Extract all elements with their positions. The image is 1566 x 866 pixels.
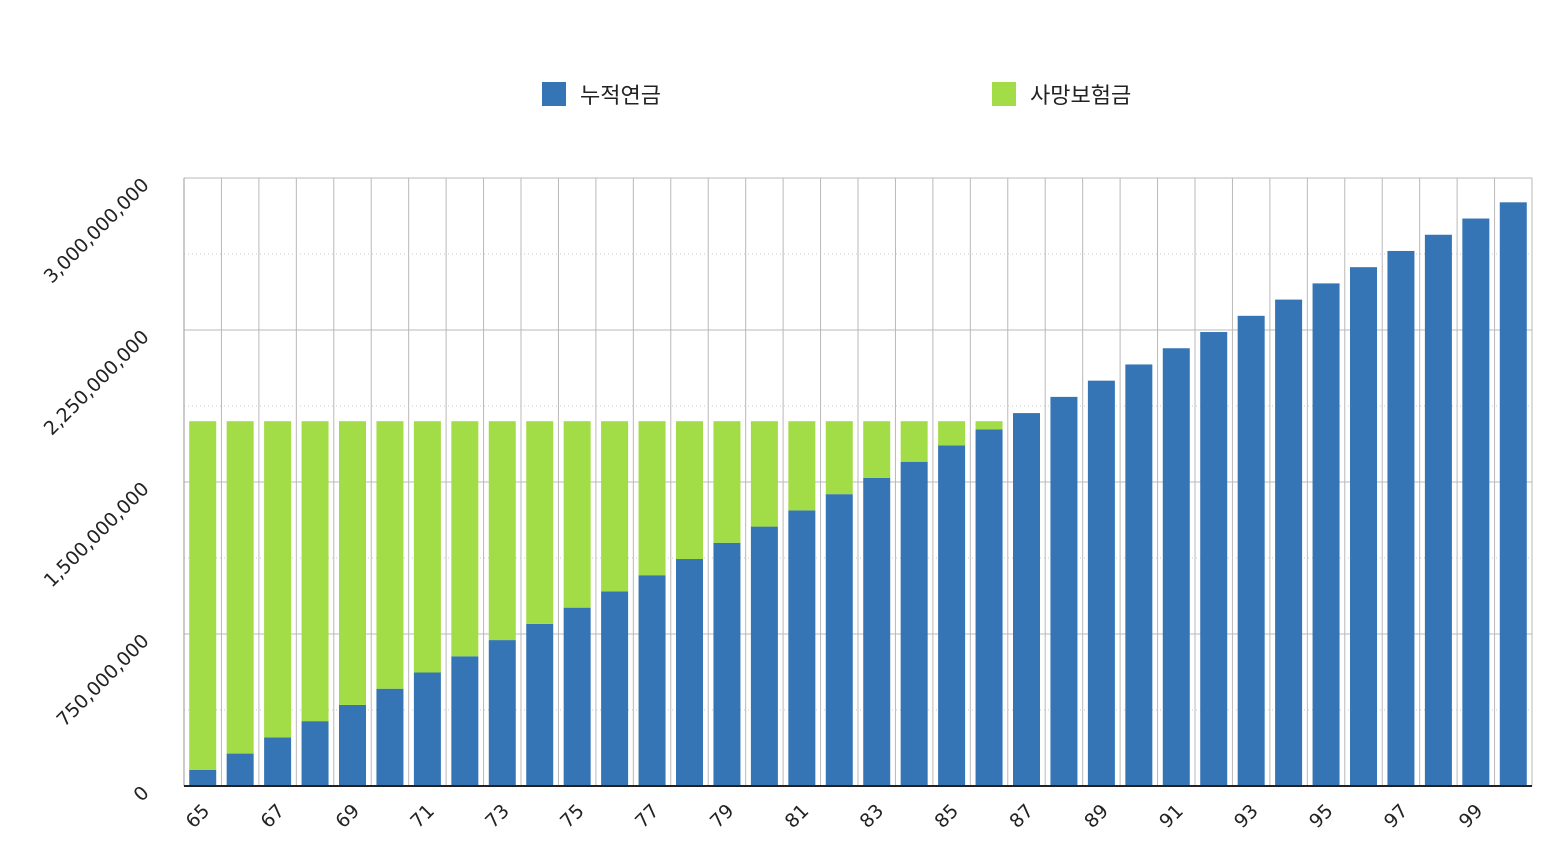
bar-accumulated-pension — [638, 575, 666, 786]
bar-death-benefit — [226, 421, 254, 754]
bar-accumulated-pension — [1387, 250, 1415, 786]
bar-death-benefit — [638, 421, 666, 576]
bar-death-benefit — [750, 421, 778, 527]
x-tick-label: 69 — [331, 800, 364, 833]
bar-death-benefit — [339, 421, 366, 705]
x-tick-label: 87 — [1005, 800, 1038, 833]
bar-accumulated-pension — [825, 494, 853, 786]
x-tick-label: 85 — [930, 800, 963, 833]
bar-death-benefit — [413, 421, 441, 673]
bar-accumulated-pension — [676, 559, 703, 786]
legend-swatch-death-benefit — [992, 82, 1016, 106]
bar-death-benefit — [975, 421, 1003, 430]
bar-death-benefit — [488, 421, 516, 641]
bar-accumulated-pension — [1424, 234, 1452, 786]
bar-death-benefit — [676, 421, 703, 560]
legend-swatch-accumulated-pension — [542, 82, 566, 106]
bar-accumulated-pension — [1312, 283, 1340, 786]
bar-death-benefit — [788, 421, 816, 511]
bar-death-benefit — [863, 421, 891, 478]
bar-accumulated-pension — [339, 704, 366, 786]
bar-accumulated-pension — [938, 445, 966, 786]
legend-label-death-benefit: 사망보험금 — [1030, 84, 1132, 109]
bar-accumulated-pension — [1162, 348, 1190, 786]
bar-accumulated-pension — [601, 591, 629, 786]
bar-accumulated-pension — [788, 510, 816, 786]
x-tick-label: 89 — [1080, 800, 1113, 833]
legend-item-death-benefit[interactable]: 사망보험금 — [992, 78, 1131, 110]
y-tick-label: 2,250,000,000 — [40, 326, 154, 440]
bar-accumulated-pension — [189, 769, 217, 786]
bar-death-benefit — [264, 421, 292, 738]
bar-accumulated-pension — [1237, 315, 1265, 786]
y-tick-label: 1,500,000,000 — [40, 478, 154, 592]
bar-accumulated-pension — [376, 688, 404, 786]
bar-death-benefit — [938, 421, 966, 446]
bar-accumulated-pension — [301, 721, 329, 786]
x-tick-label: 75 — [556, 800, 589, 833]
axis-layer: 0 750,000,000 1,500,000,000 2,250,000,000 3,… — [40, 174, 1532, 833]
bar-death-benefit — [526, 421, 554, 624]
bar-death-benefit — [301, 421, 329, 722]
x-tick-label: 81 — [781, 800, 814, 833]
bars-layer — [189, 202, 1527, 787]
bar-accumulated-pension — [975, 429, 1003, 786]
bar-death-benefit — [713, 421, 741, 543]
bar-accumulated-pension — [488, 640, 516, 786]
bar-accumulated-pension — [1125, 364, 1153, 786]
bar-death-benefit — [376, 421, 404, 689]
bar-accumulated-pension — [1350, 267, 1377, 786]
bar-accumulated-pension — [900, 461, 928, 786]
x-tick-label: 79 — [706, 800, 739, 833]
bar-accumulated-pension — [413, 672, 441, 786]
bar-accumulated-pension — [1499, 202, 1527, 786]
x-tick-label: 93 — [1230, 800, 1263, 833]
legend-item-accumulated-pension[interactable]: 누적연금 — [542, 78, 661, 110]
legend-label-accumulated-pension: 누적연금 — [580, 84, 661, 109]
bar-accumulated-pension — [1462, 218, 1490, 787]
bar-death-benefit — [900, 421, 928, 462]
x-tick-label: 91 — [1155, 800, 1188, 833]
bar-accumulated-pension — [750, 526, 778, 786]
x-tick-label: 67 — [256, 800, 289, 833]
x-tick-label: 71 — [406, 800, 439, 833]
bar-accumulated-pension — [863, 477, 891, 786]
y-tick-label: 750,000,000 — [53, 630, 154, 731]
bar-accumulated-pension — [713, 542, 741, 786]
chart-legend: 누적연금 사망보험금 — [0, 78, 1566, 110]
x-tick-label: 77 — [631, 800, 664, 833]
y-tick-label: 0 — [129, 782, 153, 806]
bar-accumulated-pension — [1275, 299, 1303, 786]
bar-accumulated-pension — [451, 656, 479, 786]
bar-accumulated-pension — [1050, 396, 1078, 786]
bar-accumulated-pension — [526, 623, 554, 786]
bar-accumulated-pension — [1013, 413, 1040, 786]
bar-death-benefit — [189, 421, 217, 770]
bar-accumulated-pension — [264, 737, 292, 786]
bar-death-benefit — [451, 421, 479, 657]
bar-accumulated-pension — [1087, 380, 1115, 786]
x-tick-label: 95 — [1305, 800, 1338, 833]
x-tick-label: 99 — [1455, 800, 1488, 833]
bar-accumulated-pension — [226, 753, 254, 786]
x-tick-label: 97 — [1380, 800, 1413, 833]
bar-accumulated-pension — [1200, 332, 1228, 786]
x-tick-label: 65 — [182, 800, 215, 833]
bar-death-benefit — [601, 421, 629, 592]
x-tick-label: 83 — [856, 800, 889, 833]
x-tick-label: 73 — [481, 800, 514, 833]
bar-death-benefit — [563, 421, 591, 608]
bar-accumulated-pension — [563, 607, 591, 786]
y-tick-label: 3,000,000,000 — [40, 174, 154, 288]
bar-death-benefit — [825, 421, 853, 495]
